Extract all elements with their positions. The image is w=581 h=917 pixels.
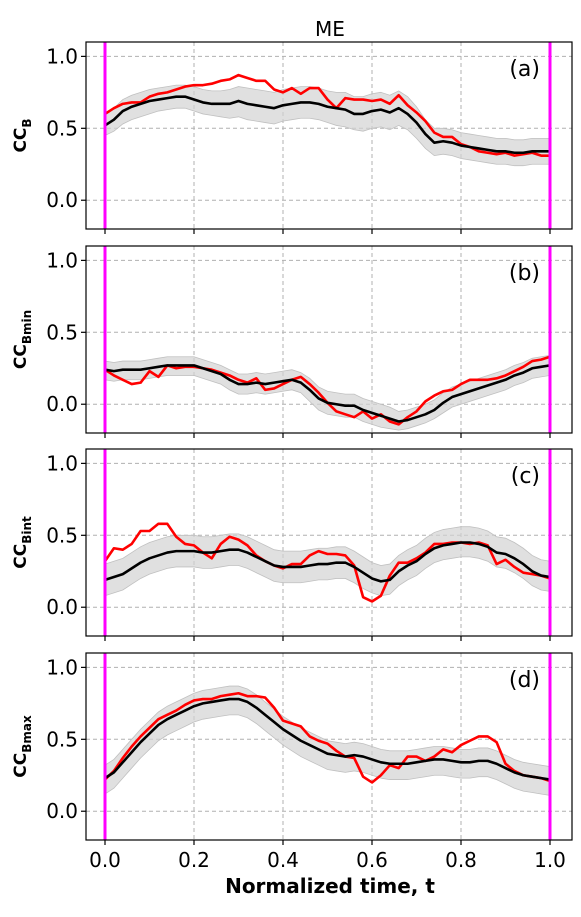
y-axis-label: CCBmax [11, 715, 34, 778]
y-tick-label: 1.0 [46, 451, 78, 475]
y-axis-label-sub: Bmax [20, 715, 34, 753]
uncertainty-band [104, 526, 551, 597]
y-axis-label-main: CC [11, 544, 31, 569]
y-axis-label-main: CC [11, 128, 31, 153]
y-tick-label: 0.0 [46, 188, 78, 212]
y-axis-label: CCBmin [11, 310, 34, 369]
axes-frame [85, 41, 573, 230]
y-tick-label: 0.5 [46, 727, 78, 751]
panel-label: (a) [509, 57, 540, 82]
x-tick-label: 0.2 [178, 848, 210, 872]
y-tick-label: 0.0 [46, 799, 78, 823]
y-axis-label: CCB [11, 118, 34, 152]
panel-label: (c) [511, 464, 540, 489]
y-axis-label-sub: Bmin [20, 310, 34, 344]
panels: 0.00.51.0(a)CCB0.00.51.0(b)CCBmin0.00.51… [11, 41, 573, 872]
panel-label: (b) [509, 261, 540, 286]
y-axis-label-sub: Bint [20, 516, 34, 544]
y-tick-label: 0.0 [46, 392, 78, 416]
panel-b: 0.0 0.5 1.0 (b) CCBmin [11, 245, 573, 438]
y-tick-label: 0.0 [46, 595, 78, 619]
series-line-black [104, 364, 551, 423]
panel-d: 0.0 0.5 1.0 0.0 0.2 0.4 0.6 0.8 1.0 (d) CCBmax [11, 652, 573, 872]
y-axis-label-sub: B [20, 118, 34, 127]
axes-frame [85, 245, 573, 434]
figure-title: ME [315, 17, 345, 41]
y-axis-label: CCBint [11, 516, 34, 569]
series-line-black [104, 541, 551, 583]
uncertainty-band [104, 685, 551, 796]
y-axis-label-main: CC [11, 344, 31, 369]
y-tick-label: 0.5 [46, 523, 78, 547]
x-tick-label: 1.0 [534, 848, 566, 872]
x-tick-label: 0.8 [445, 848, 477, 872]
y-tick-label: 1.0 [46, 248, 78, 272]
x-axis-label: Normalized time, t [225, 874, 435, 898]
x-tick-label: 0.6 [356, 848, 388, 872]
panel-c: 0.0 0.5 1.0 (c) CCBint [11, 448, 573, 641]
y-tick-label: 0.5 [46, 116, 78, 140]
x-tick-label: 0.4 [267, 848, 299, 872]
axes-frame [85, 448, 573, 637]
panel-a: 0.0 0.5 1.0 (a) CCB [11, 41, 573, 234]
series-line-red [104, 691, 551, 784]
series-line-black [104, 697, 551, 781]
panel-label: (d) [509, 668, 540, 693]
y-tick-label: 1.0 [46, 655, 78, 679]
y-tick-label: 1.0 [46, 44, 78, 68]
y-axis-label-main: CC [11, 753, 31, 778]
series-line-red [104, 73, 550, 157]
series-line-black [104, 95, 550, 155]
y-tick-label: 0.5 [46, 320, 78, 344]
axes-frame [85, 652, 573, 841]
x-tick-label: 0.0 [89, 848, 121, 872]
